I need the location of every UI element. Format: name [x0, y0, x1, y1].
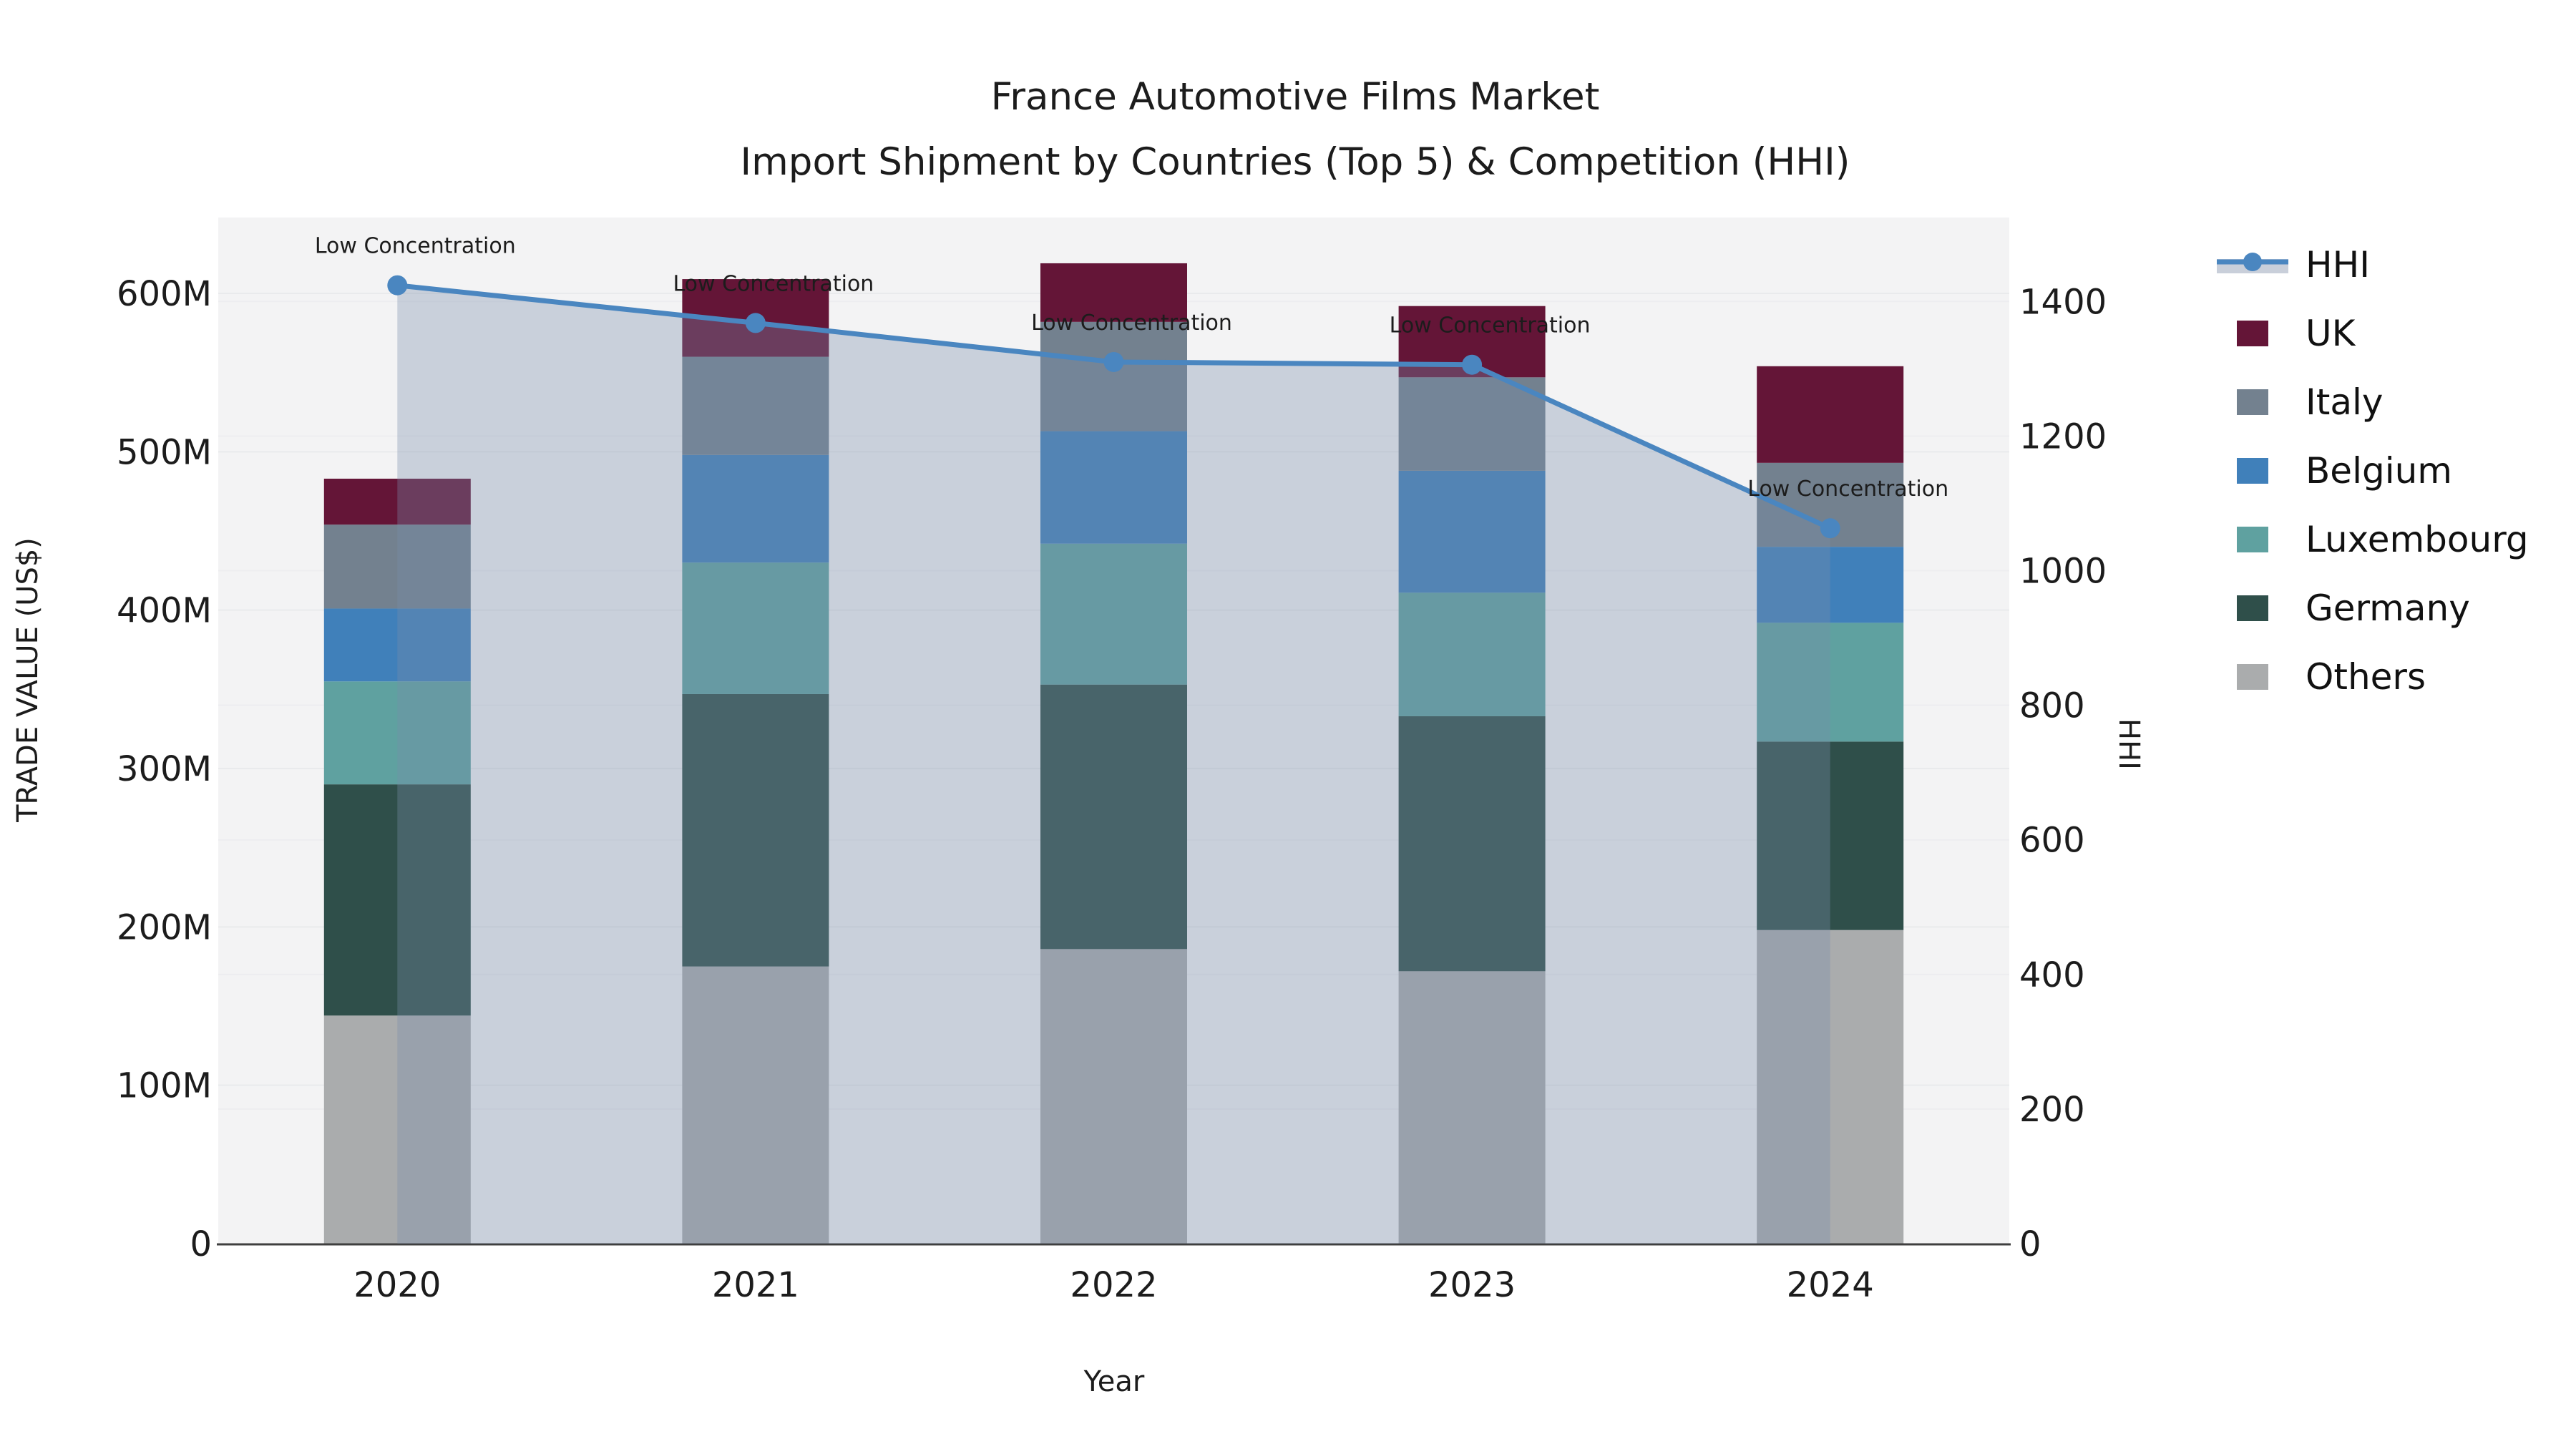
- y-left-tick-label: 600M: [117, 274, 212, 314]
- color-swatch-icon: [2217, 663, 2288, 691]
- annotation-2020: Low Concentration: [315, 234, 516, 259]
- bar-segment-uk-2022: [1040, 263, 1187, 322]
- bar-segment-uk-2024: [1757, 366, 1904, 463]
- bar-segment-luxembourg-2023: [1398, 592, 1546, 716]
- annotation-2024: Low Concentration: [1747, 477, 1948, 502]
- y-right-tick-label: 600: [2019, 821, 2085, 861]
- legend-label: Luxembourg: [2306, 519, 2529, 560]
- x-axis-title: Year: [1083, 1365, 1145, 1398]
- bar-segment-germany-2024: [1757, 741, 1904, 930]
- hhi-marker-2021: [745, 313, 766, 333]
- y-left-tick-label: 0: [190, 1224, 212, 1264]
- annotation-2022: Low Concentration: [1031, 311, 1232, 336]
- bar-segment-luxembourg-2022: [1040, 543, 1187, 685]
- legend-item-luxembourg[interactable]: Luxembourg: [2217, 505, 2529, 574]
- y-right-tick-label: 0: [2019, 1224, 2041, 1264]
- bar-segment-luxembourg-2024: [1757, 623, 1904, 742]
- legend-item-belgium[interactable]: Belgium: [2217, 436, 2529, 505]
- legend-item-italy[interactable]: Italy: [2217, 368, 2529, 436]
- color-swatch-icon: [2217, 594, 2288, 623]
- y-right-tick-label: 800: [2019, 686, 2085, 726]
- bar-segment-germany-2021: [682, 693, 829, 967]
- hhi-marker-2024: [1820, 518, 1840, 539]
- annotation-2023: Low Concentration: [1390, 313, 1591, 338]
- bar-segment-italy-2020: [323, 525, 471, 609]
- y-left-tick-label: 100M: [117, 1066, 212, 1106]
- chart-title-line2: Import Shipment by Countries (Top 5) & C…: [741, 140, 1850, 184]
- bar-segment-uk-2020: [323, 478, 471, 525]
- annotation-2021: Low Concentration: [673, 271, 874, 296]
- legend-item-others[interactable]: Others: [2217, 643, 2529, 711]
- bar-segment-others-2023: [1398, 971, 1546, 1244]
- legend-label: UK: [2306, 313, 2356, 354]
- bar-segment-others-2021: [682, 966, 829, 1244]
- legend-label: Belgium: [2306, 450, 2452, 492]
- x-tick-label-2020: 2020: [353, 1265, 441, 1305]
- bar-segment-belgium-2022: [1040, 431, 1187, 544]
- hhi-marker-2020: [387, 275, 408, 296]
- bar-segment-germany-2022: [1040, 684, 1187, 950]
- legend-item-uk[interactable]: UK: [2217, 299, 2529, 368]
- bar-segment-belgium-2020: [323, 608, 471, 682]
- bar-segment-luxembourg-2020: [323, 681, 471, 785]
- x-tick-label-2021: 2021: [712, 1265, 799, 1305]
- bar-segment-belgium-2023: [1398, 470, 1546, 593]
- y-left-tick-label: 200M: [117, 907, 212, 947]
- y-left-tick-label: 300M: [117, 749, 212, 789]
- y-left-axis-title: TRADE VALUE (US$): [11, 537, 44, 823]
- bar-segment-others-2022: [1040, 949, 1187, 1244]
- bar-segment-germany-2020: [323, 784, 471, 1016]
- legend-label: Germany: [2306, 587, 2470, 629]
- color-swatch-icon: [2217, 319, 2288, 348]
- bar-segment-germany-2023: [1398, 716, 1546, 972]
- bar-segment-luxembourg-2021: [682, 562, 829, 694]
- y-right-tick-label: 400: [2019, 955, 2085, 995]
- legend-label: Italy: [2306, 381, 2384, 423]
- y-right-tick-label: 1200: [2019, 416, 2107, 457]
- y-left-tick-label: 500M: [117, 432, 212, 472]
- bar-segment-italy-2021: [682, 356, 829, 455]
- legend-label: HHI: [2306, 244, 2370, 286]
- bar-segment-italy-2023: [1398, 377, 1546, 471]
- y-right-tick-label: 1000: [2019, 552, 2107, 592]
- legend: HHI UK Italy Belgium Luxembourg: [2217, 230, 2529, 711]
- bar-segment-belgium-2021: [682, 454, 829, 563]
- y-left-tick-label: 400M: [117, 591, 212, 631]
- color-swatch-icon: [2217, 457, 2288, 485]
- bar-segment-others-2020: [323, 1015, 471, 1244]
- x-tick-label-2023: 2023: [1428, 1265, 1516, 1305]
- y-right-tick-label: 200: [2019, 1090, 2085, 1130]
- x-tick-label-2024: 2024: [1787, 1265, 1874, 1305]
- hhi-marker-2022: [1103, 351, 1124, 372]
- legend-item-germany[interactable]: Germany: [2217, 574, 2529, 643]
- hhi-area-fill: [397, 285, 1830, 1244]
- color-swatch-icon: [2217, 388, 2288, 416]
- chart-title-line1: France Automotive Films Market: [991, 75, 1600, 119]
- color-swatch-icon: [2217, 525, 2288, 554]
- x-tick-label-2022: 2022: [1070, 1265, 1157, 1305]
- y-right-tick-label: 1400: [2019, 282, 2107, 322]
- legend-item-hhi[interactable]: HHI: [2217, 230, 2529, 299]
- hhi-line-swatch-icon: [2217, 246, 2288, 283]
- bar-segment-others-2024: [1757, 930, 1904, 1244]
- bar-segment-belgium-2024: [1757, 547, 1904, 623]
- y-right-axis-title: HHI: [2112, 718, 2145, 770]
- legend-label: Others: [2306, 656, 2426, 698]
- bar-segment-italy-2022: [1040, 321, 1187, 431]
- hhi-marker-2023: [1462, 354, 1483, 375]
